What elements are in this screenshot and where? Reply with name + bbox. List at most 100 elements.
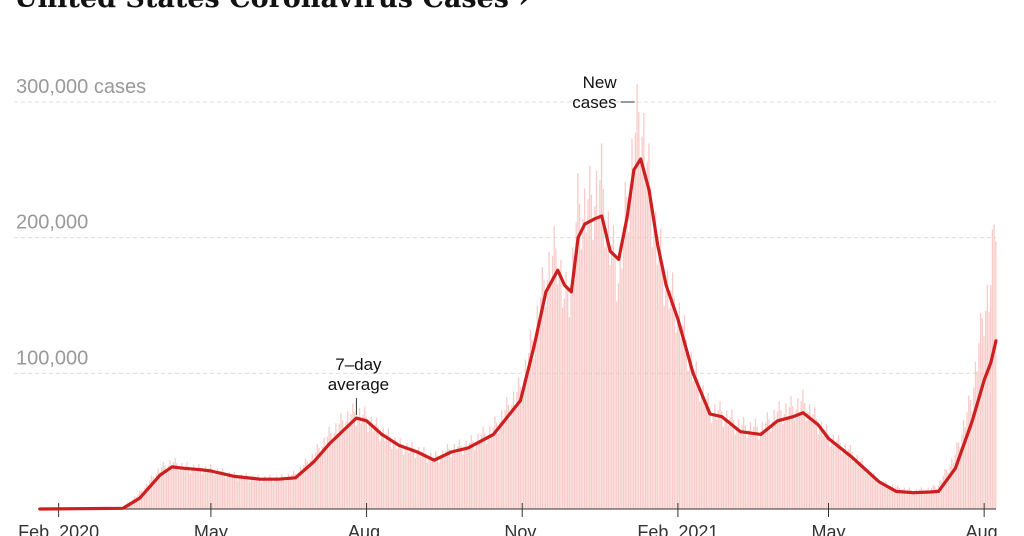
daily-case-bar [847,449,850,509]
daily-case-bar [406,443,408,509]
daily-case-bar [254,480,256,509]
daily-case-bar [215,471,217,509]
daily-case-bar [929,490,931,509]
daily-case-bar [577,173,579,509]
daily-case-bar [506,397,508,509]
daily-case-bar [709,407,711,509]
daily-case-bar [886,484,889,509]
x-tick-label-1: May [194,522,228,536]
daily-case-bar [348,424,351,509]
daily-case-bar [736,426,738,509]
daily-case-bar [443,457,445,509]
annotation-1-line-1: cases [572,93,616,112]
daily-case-bar [890,486,892,509]
daily-case-bar [925,489,928,509]
daily-case-bar [523,380,525,509]
daily-case-bar [521,399,523,509]
daily-case-bar [475,441,477,509]
daily-case-bar [164,465,166,509]
daily-case-bar [365,416,368,509]
daily-case-bar [665,289,667,509]
daily-case-bar [470,434,472,509]
daily-case-bar [193,465,195,509]
daily-case-bar [727,425,730,509]
daily-case-bar [771,420,774,509]
daily-case-bar [864,473,867,509]
daily-case-bar [147,485,149,509]
daily-case-bar [930,487,933,509]
daily-case-bar [589,165,591,509]
daily-case-bar [626,196,628,509]
daily-case-bar [748,430,750,509]
daily-case-bar [446,443,449,509]
daily-case-bar [370,416,373,509]
daily-case-bar [235,475,237,509]
daily-case-bar [440,456,442,509]
daily-case-bar [184,465,186,509]
daily-case-bar [541,267,543,509]
daily-case-bar [518,377,520,509]
daily-case-bar [336,433,339,509]
daily-case-bar [194,471,197,509]
daily-case-bar [638,112,640,510]
daily-case-bar [560,259,562,509]
daily-case-bar [599,180,601,509]
daily-case-bar [186,461,188,509]
daily-case-bar [807,412,809,509]
daily-case-bar [780,410,782,509]
daily-case-bar [323,437,325,509]
daily-case-bar [582,219,584,509]
daily-case-bar [680,338,682,509]
daily-case-bar [988,312,990,509]
daily-case-bar [426,462,428,509]
daily-case-bar [827,434,829,509]
daily-case-bar [746,438,748,509]
daily-case-bar [585,232,587,510]
daily-case-bar [900,491,902,509]
daily-case-bar [969,399,972,509]
daily-case-bar [519,386,521,509]
daily-case-bar [710,423,713,509]
daily-case-bar [169,460,171,509]
daily-case-bar [790,396,792,509]
annotation-0-line-0: 7–day [335,355,382,374]
daily-case-bar [321,446,324,509]
daily-case-bar [277,480,280,509]
daily-case-bar [392,443,395,509]
daily-case-bar [644,182,647,510]
daily-case-bar [418,447,420,509]
daily-case-bar [898,487,900,509]
daily-case-bar [841,454,843,509]
daily-case-bar [325,445,327,509]
daily-case-bar [536,305,538,509]
daily-case-bar [172,462,175,509]
daily-case-bar [744,425,747,509]
daily-case-bar [211,468,214,509]
daily-case-bar [431,461,433,509]
daily-case-bar [731,409,733,509]
daily-case-bar [142,491,144,509]
daily-case-bar [534,333,537,509]
daily-case-bar [656,264,659,509]
daily-case-bar [563,298,565,509]
daily-case-bar [712,413,714,509]
daily-case-bar [759,431,762,509]
daily-case-bar [448,448,450,509]
daily-case-bar [424,453,427,509]
daily-case-bar [832,434,835,509]
daily-case-bar [204,466,207,509]
daily-case-bar [726,410,728,509]
daily-case-bar [810,421,813,509]
daily-case-bar [715,419,718,509]
daily-case-bar [565,272,567,509]
y-tick-label-2: 300,000 cases [16,76,146,98]
daily-case-bar [920,487,922,509]
daily-case-bar [587,199,589,510]
daily-case-bar [695,361,697,509]
daily-case-bar [257,474,259,509]
daily-case-bar [558,270,560,509]
daily-case-bar [259,477,261,509]
daily-case-bar [604,247,606,510]
daily-case-bar [682,325,684,509]
